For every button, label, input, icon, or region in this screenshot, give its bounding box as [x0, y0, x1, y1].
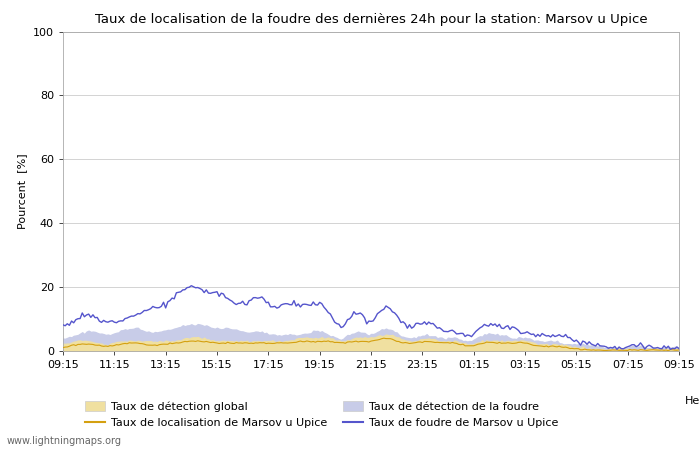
Legend: Taux de détection global, Taux de localisation de Marsov u Upice, Taux de détect: Taux de détection global, Taux de locali…: [85, 401, 559, 428]
Y-axis label: Pourcent  [%]: Pourcent [%]: [18, 153, 27, 229]
Text: Heure: Heure: [685, 396, 700, 406]
Text: www.lightningmaps.org: www.lightningmaps.org: [7, 436, 122, 446]
Title: Taux de localisation de la foudre des dernières 24h pour la station: Marsov u Up: Taux de localisation de la foudre des de…: [94, 13, 648, 26]
